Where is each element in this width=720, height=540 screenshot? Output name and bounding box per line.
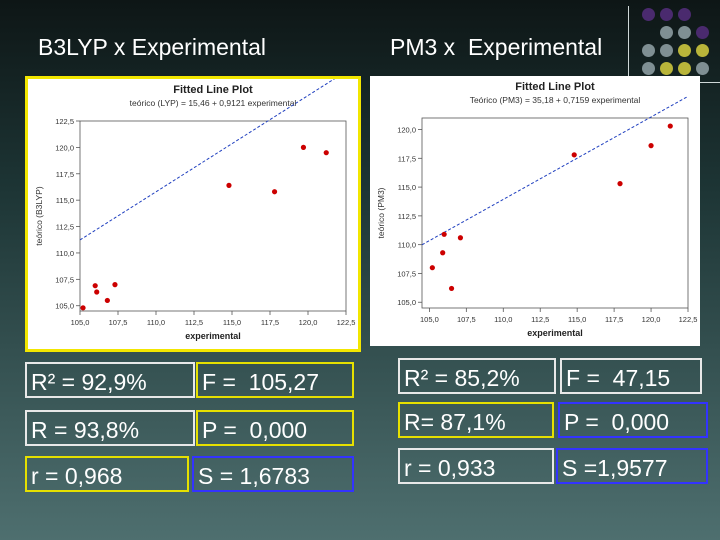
right-r-lower: r = 0,933 xyxy=(398,448,554,484)
left-x-tick-label: 117,5 xyxy=(261,318,279,327)
left-y-tick-label: 105,0 xyxy=(55,302,74,311)
right-y-tick-label: 110,0 xyxy=(398,241,416,250)
right-data-point xyxy=(429,265,435,271)
left-data-point xyxy=(271,189,278,195)
right-y-axis-label: teórico (PM3) xyxy=(376,187,386,238)
decorative-dot xyxy=(660,26,673,39)
left-chart-frame: Fitted Line Plot teórico (LYP) = 15,46 + … xyxy=(25,76,361,352)
left-heading: B3LYP x Experimental xyxy=(38,34,266,60)
right-r-squared: R² = 85,2% xyxy=(398,358,556,394)
decorative-dot xyxy=(696,44,709,57)
right-plot-area xyxy=(421,117,689,309)
right-x-tick-label: 117,5 xyxy=(605,315,623,324)
right-y-tick-label: 117,5 xyxy=(398,154,416,163)
right-data-point xyxy=(457,235,464,241)
right-x-tick-label: 112,5 xyxy=(531,315,549,324)
left-fit-line xyxy=(79,79,336,241)
right-scatter-chart: Fitted Line Plot Teórico (PM3) = 35,18 + … xyxy=(376,81,698,338)
decorative-dot xyxy=(678,26,691,39)
right-data-point xyxy=(571,152,577,158)
right-p-value: P = 0,000 xyxy=(558,402,708,438)
left-x-tick-label: 110,0 xyxy=(147,318,165,327)
right-data-point xyxy=(667,123,673,129)
right-x-axis-label: experimental xyxy=(527,328,583,338)
left-chart-title: Fitted Line Plot xyxy=(173,84,253,96)
left-x-tick-label: 120,0 xyxy=(299,318,318,327)
left-r-squared: R² = 92,9% xyxy=(25,362,195,398)
decorative-dot xyxy=(660,44,673,57)
left-chart-subtitle: teórico (LYP) = 15,46 + 0,9121 experimen… xyxy=(130,98,297,108)
left-x-axis-label: experimental xyxy=(185,331,241,341)
decorative-dot xyxy=(678,8,691,21)
decorative-dot xyxy=(696,26,709,39)
left-x-tick-label: 105,0 xyxy=(71,318,90,327)
left-y-tick-label: 120,0 xyxy=(55,143,74,152)
left-p-value: P = 0,000 xyxy=(196,410,354,446)
left-data-point xyxy=(92,283,98,289)
right-y-tick-label: 105,0 xyxy=(397,298,416,307)
right-y-tick-label: 107,5 xyxy=(397,269,416,278)
right-x-tick-label: 120,0 xyxy=(642,315,661,324)
decorative-dot xyxy=(678,44,691,57)
left-data-point xyxy=(112,282,118,288)
left-data-point xyxy=(226,182,232,188)
right-x-tick-label: 107,5 xyxy=(457,315,476,324)
left-data-point xyxy=(94,289,100,295)
right-chart-title: Fitted Line Plot xyxy=(515,81,595,93)
right-heading: PM3 x Experimental xyxy=(390,34,603,60)
left-data-point xyxy=(300,144,307,150)
right-x-tick-label: 115,0 xyxy=(568,315,586,324)
right-data-point xyxy=(440,250,446,256)
decorative-dot xyxy=(642,8,655,21)
left-x-tick-label: 107,5 xyxy=(109,318,128,327)
right-x-tick-label: 122,5 xyxy=(679,315,698,324)
right-y-tick-label: 112,5 xyxy=(398,212,416,221)
right-f-value: F = 47,15 xyxy=(560,358,702,394)
decorative-dot xyxy=(660,8,673,21)
left-f-value: F = 105,27 xyxy=(196,362,354,398)
right-data-point xyxy=(448,285,455,292)
decorative-dots xyxy=(568,6,720,84)
decorative-dot xyxy=(696,62,709,75)
left-x-tick-label: 112,5 xyxy=(185,318,203,327)
left-y-tick-label: 115,0 xyxy=(56,196,74,205)
left-data-point xyxy=(104,297,110,304)
decorative-dot xyxy=(642,44,655,57)
left-data-point xyxy=(323,150,329,156)
left-y-axis-label: teórico (B3LYP) xyxy=(34,186,44,246)
left-y-tick-label: 110,0 xyxy=(56,249,74,258)
left-s-value: S = 1,6783 xyxy=(192,456,354,492)
left-x-tick-label: 115,0 xyxy=(223,318,241,327)
decorative-dot xyxy=(642,62,655,75)
left-y-tick-label: 117,5 xyxy=(56,170,74,179)
right-r-value: R= 87,1% xyxy=(398,402,554,438)
right-s-value: S =1,9577 xyxy=(556,448,708,484)
left-scatter-chart: Fitted Line Plot teórico (LYP) = 15,46 + … xyxy=(34,79,356,341)
right-y-tick-label: 115,0 xyxy=(398,183,416,192)
right-chart-frame: Fitted Line Plot Teórico (PM3) = 35,18 + … xyxy=(370,76,700,346)
decorative-dot xyxy=(660,62,673,75)
right-x-tick-label: 110,0 xyxy=(494,315,512,324)
left-r-lower: r = 0,968 xyxy=(25,456,189,492)
right-fit-line xyxy=(421,95,689,246)
right-y-tick-label: 120,0 xyxy=(397,126,416,135)
right-data-point xyxy=(441,231,447,237)
left-r-value: R = 93,8% xyxy=(25,410,195,446)
left-plot-area xyxy=(79,120,347,312)
decorative-dot xyxy=(678,62,691,75)
left-y-tick-label: 107,5 xyxy=(55,275,74,284)
left-data-point xyxy=(80,305,86,311)
left-x-tick-label: 122,5 xyxy=(337,318,356,327)
decorative-vertical-line xyxy=(628,6,629,84)
left-y-tick-label: 112,5 xyxy=(56,223,74,232)
right-chart-subtitle: Teórico (PM3) = 35,18 + 0,7159 experimen… xyxy=(470,95,641,105)
right-data-point xyxy=(648,143,654,149)
right-data-point xyxy=(617,181,623,187)
left-y-tick-label: 122,5 xyxy=(55,117,74,126)
right-x-tick-label: 105,0 xyxy=(420,315,439,324)
